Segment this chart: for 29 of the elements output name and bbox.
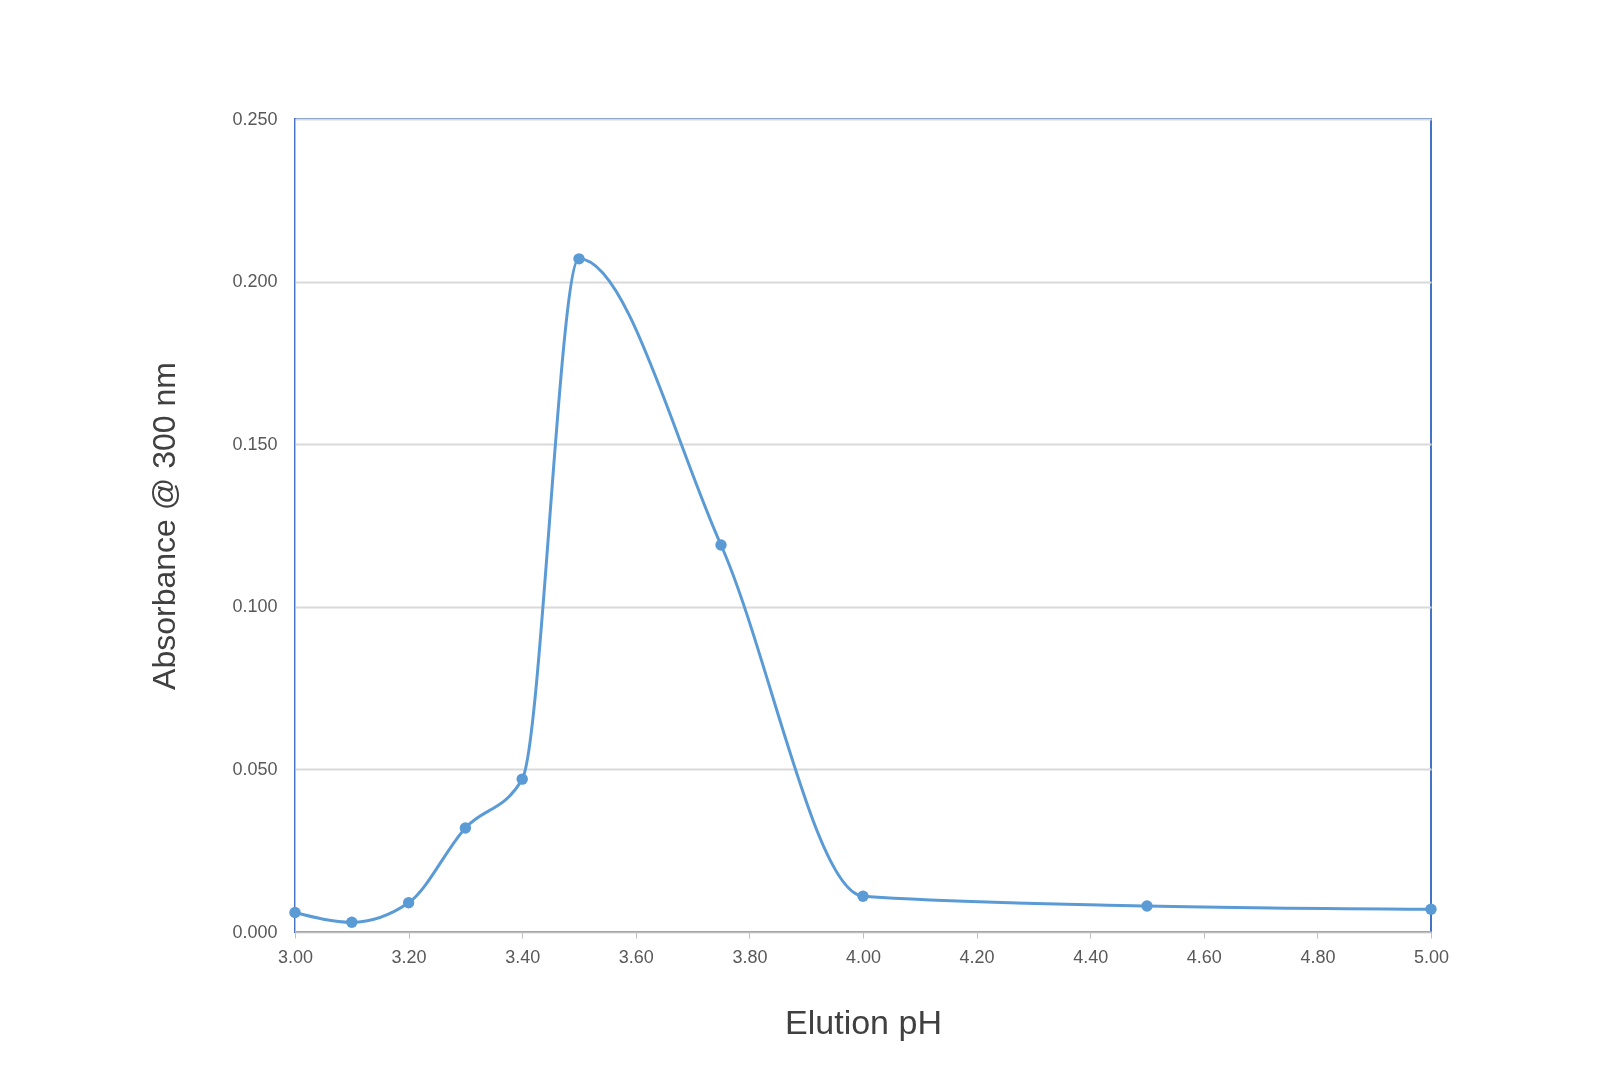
point — [857, 890, 869, 902]
y-tick-label: 0.150 — [232, 433, 278, 454]
x-tick-label: 4.00 — [845, 946, 882, 967]
point — [573, 253, 585, 265]
x-tick-label: 3.60 — [618, 946, 654, 967]
x-tick-label: 3.80 — [732, 946, 768, 967]
y-tick-label: 0.200 — [232, 271, 278, 292]
point — [715, 539, 727, 551]
point — [516, 773, 528, 785]
x-axis-title: Elution pH — [785, 1002, 942, 1041]
y-tick-label: 0.250 — [232, 108, 278, 129]
point — [459, 822, 472, 834]
y-axis-title: Absorbance @ 300 nm — [146, 362, 183, 690]
y-tick-label: 0.050 — [232, 758, 278, 779]
x-tick-label: 4.60 — [1186, 946, 1222, 967]
x-tick-label: 4.20 — [959, 946, 995, 967]
point — [289, 906, 301, 919]
point — [1425, 903, 1437, 915]
y-tick-label: 0.000 — [232, 921, 278, 942]
x-tick-label: 4.80 — [1300, 946, 1336, 967]
point — [346, 916, 358, 928]
x-tick-label: 3.00 — [277, 946, 314, 967]
x-tick-label: 4.40 — [1073, 946, 1109, 967]
point — [402, 897, 415, 909]
x-tick-label: 3.20 — [391, 946, 427, 967]
x-tick-label: 5.00 — [1413, 946, 1450, 967]
y-tick-label: 0.100 — [232, 596, 278, 617]
point — [1141, 900, 1153, 912]
x-tick-label: 3.40 — [505, 946, 541, 967]
